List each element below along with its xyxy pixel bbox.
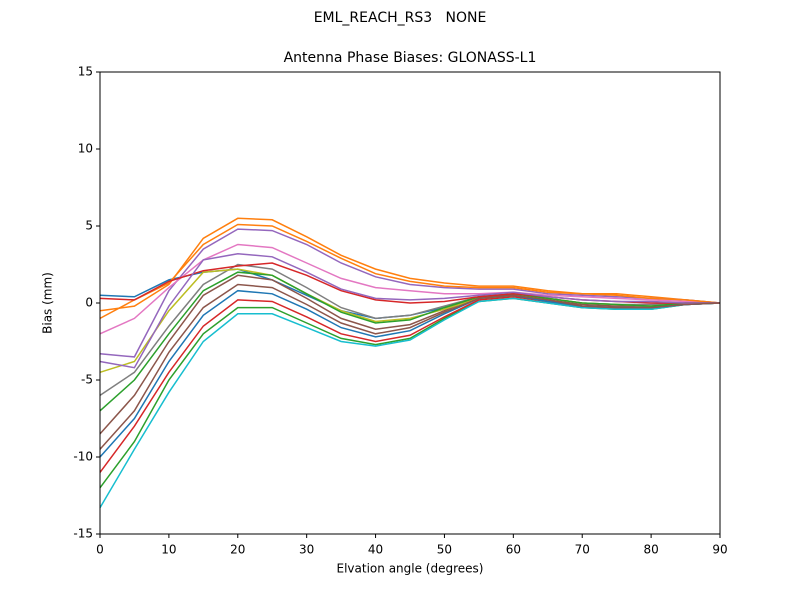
x-tick-label: 20 [230,543,245,557]
x-tick-label: 90 [712,543,727,557]
series-line [99,223,721,320]
y-tick-label: -15 [73,527,93,541]
x-tick-label: 0 [96,543,104,557]
suptitle: EML_REACH_RS3 NONE [314,10,487,26]
y-tick-label: 0 [85,296,93,310]
x-tick-label: 80 [643,543,658,557]
series-line [99,271,720,412]
x-axis-label: Elvation angle (degrees) [337,562,484,576]
y-tick-label: -5 [81,373,93,387]
series-line [99,217,721,312]
x-tick-label: 50 [437,543,452,557]
y-tick-label: 10 [78,142,93,156]
chart-title: Antenna Phase Biases: GLONASS-L1 [284,50,537,66]
y-tick-label: 15 [78,65,93,79]
series-line [99,297,721,509]
y-tick-label: -10 [73,450,93,464]
y-tick-label: 5 [85,219,93,233]
series-line [99,228,721,358]
series-line [99,283,721,450]
x-tick-label: 10 [161,543,176,557]
series-line [99,274,720,435]
y-axis-label: Bias (mm) [41,272,55,334]
x-tick-label: 60 [506,543,521,557]
series-line [99,252,720,369]
x-tick-label: 70 [575,543,590,557]
x-tick-label: 40 [368,543,383,557]
x-tick-label: 30 [299,543,314,557]
